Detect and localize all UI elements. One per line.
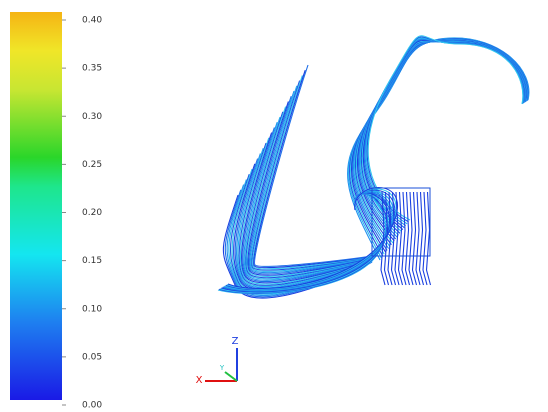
streamlines xyxy=(218,36,529,298)
streamline xyxy=(353,40,527,249)
x-axis-label: X xyxy=(196,375,203,386)
tick-label: 0.35 xyxy=(82,64,102,74)
colorbar xyxy=(10,12,62,400)
tick-label: 0.30 xyxy=(82,112,102,122)
tick-label: 0.15 xyxy=(82,256,102,266)
axis-triad: X Y Z xyxy=(196,336,239,386)
z-axis-label: Z xyxy=(232,336,239,347)
streamline xyxy=(356,41,526,243)
tick-label: 0.10 xyxy=(82,304,102,314)
streamline xyxy=(364,40,524,228)
tick-label: 0.00 xyxy=(82,401,102,411)
streamline xyxy=(355,40,526,245)
y-axis-arrow xyxy=(225,372,237,381)
tick-label: 0.05 xyxy=(82,352,102,362)
streamline xyxy=(368,36,523,220)
screenshot: X Y Z 0.40 0.35 0.30 0.25 0.20 0.15 0.10 0.05 0.… xyxy=(0,0,548,412)
streamline xyxy=(354,40,526,247)
y-axis-label: Y xyxy=(219,364,225,372)
tick-label: 0.40 xyxy=(82,16,102,26)
tick-label: 0.20 xyxy=(82,208,102,218)
tick-label: 0.25 xyxy=(82,160,102,170)
